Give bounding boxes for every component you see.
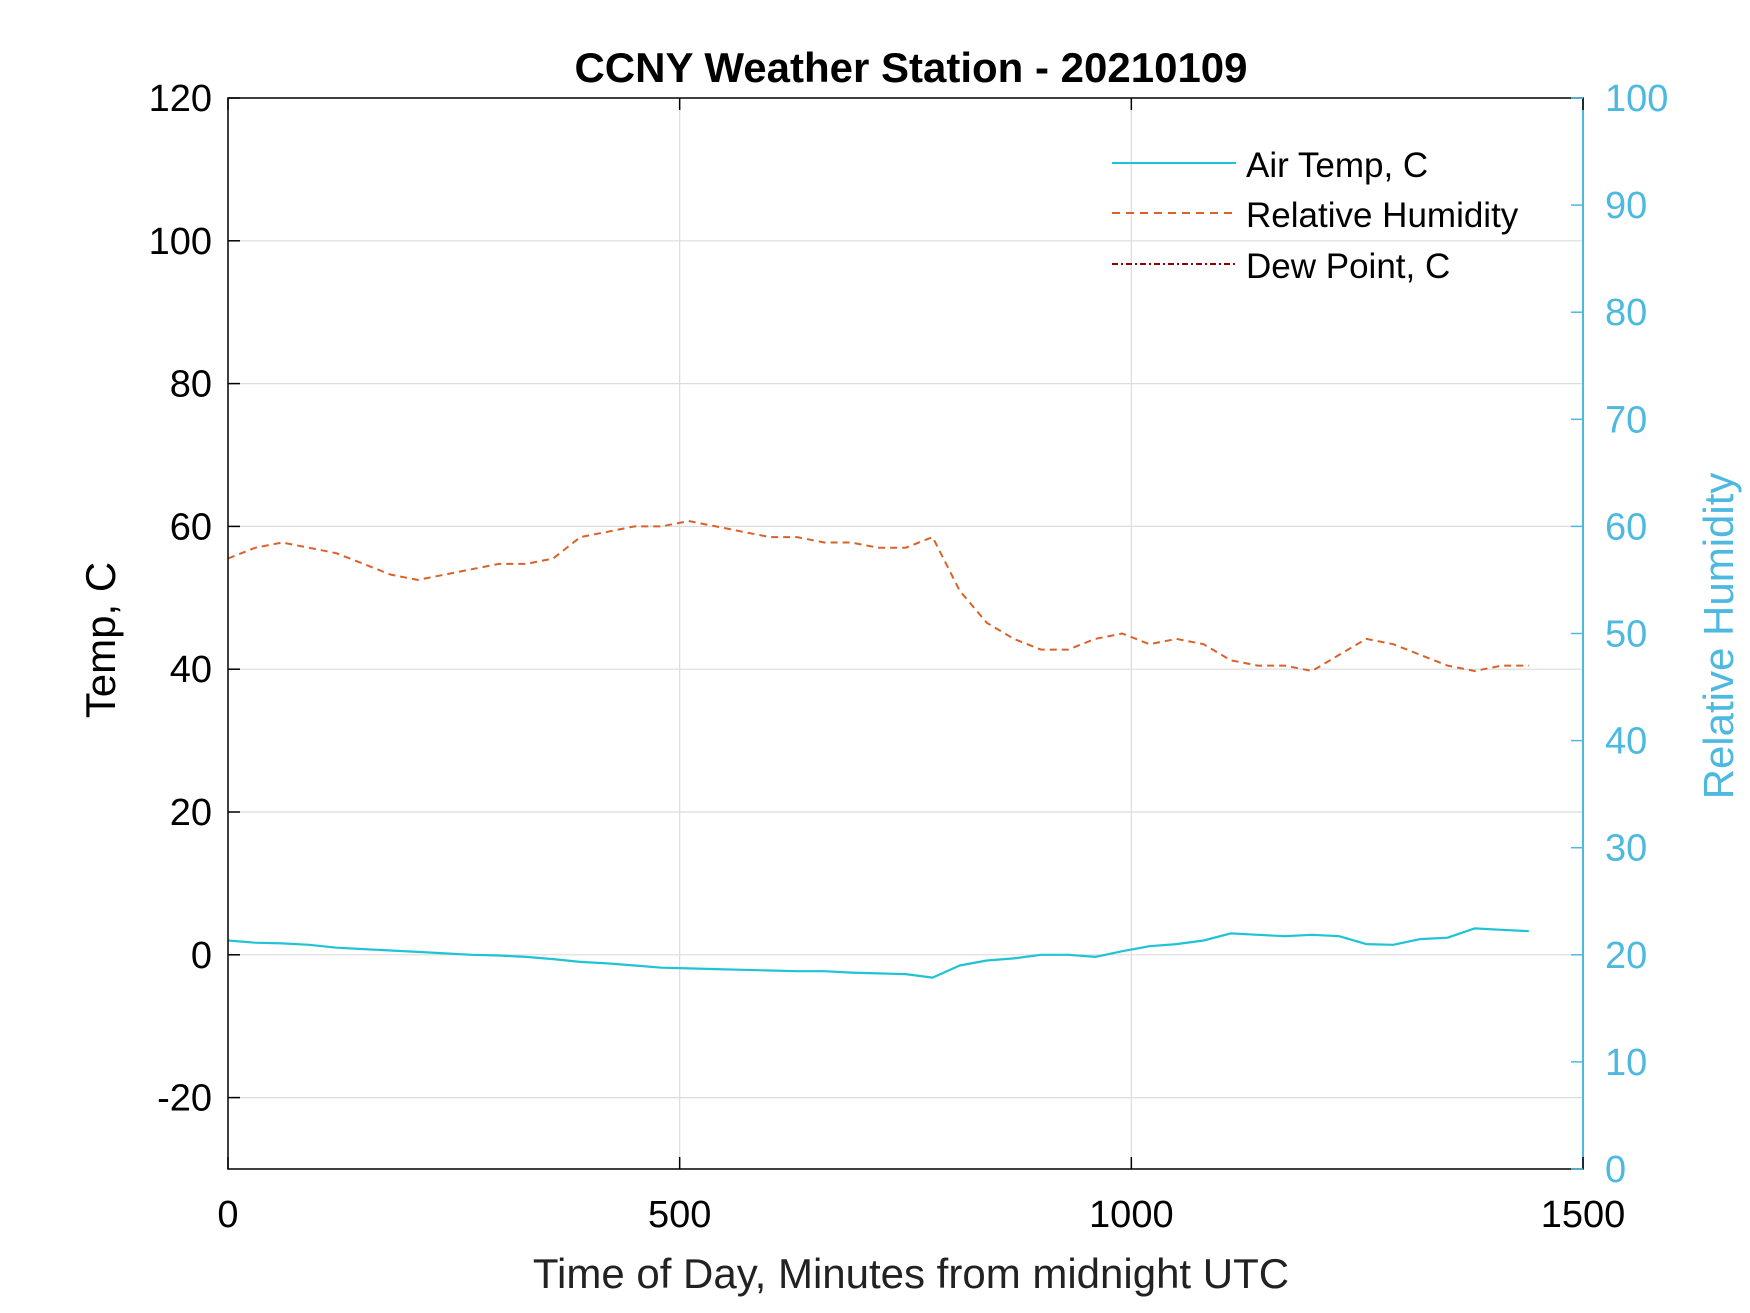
y-left-tick-label: -20: [157, 1078, 212, 1120]
series-line-relative-humidity: [227, 520, 1529, 672]
y-left-tick-label: 60: [170, 506, 212, 548]
chart-title: CCNY Weather Station - 20210109: [574, 44, 1247, 91]
y-right-tick-label: 90: [1605, 185, 1647, 227]
y-right-tick-label: 40: [1605, 721, 1647, 763]
plot-series: [227, 520, 1529, 979]
legend-label-relative-humidity: Relative Humidity: [1246, 196, 1519, 235]
y-left-tick-label: 20: [170, 792, 212, 834]
y-right-tick-label: 10: [1605, 1042, 1647, 1084]
y-left-tick-label: 120: [149, 78, 212, 120]
legend-label-air-temp: Air Temp, C: [1246, 146, 1428, 185]
y-axis-right-label: Relative Humidity: [1695, 473, 1742, 800]
y-axis-left-label: Temp, C: [77, 562, 124, 718]
y-left-tick-label: 100: [149, 221, 212, 263]
legend: Air Temp, C Relative Humidity Dew Point,…: [1112, 146, 1519, 286]
y-left-tick-label: 80: [170, 364, 212, 406]
axis-ticks: 0 500 1000 1500 -20 0 20 40 60 80 100 120 0 10 20 30 40 5…: [149, 78, 1669, 1236]
y-right-tick-label: 30: [1605, 828, 1647, 870]
y-left-tick-label: 0: [191, 935, 212, 977]
x-tick-label: 0: [217, 1194, 238, 1236]
legend-label-dew-point: Dew Point, C: [1246, 247, 1450, 286]
x-tick-label: 500: [648, 1194, 711, 1236]
y-right-tick-label: 0: [1605, 1149, 1626, 1191]
y-right-tick-label: 60: [1605, 506, 1647, 548]
x-axis-label: Time of Day, Minutes from midnight UTC: [533, 1250, 1289, 1297]
series-line-air-temp: [227, 927, 1529, 979]
y-left-tick-label: 40: [170, 649, 212, 691]
y-right-tick-label: 70: [1605, 399, 1647, 441]
x-tick-label: 1500: [1541, 1194, 1626, 1236]
y-right-tick-label: 50: [1605, 614, 1647, 656]
y-right-tick-label: 80: [1605, 292, 1647, 334]
y-right-tick-label: 20: [1605, 935, 1647, 977]
y-right-tick-label: 100: [1605, 78, 1668, 120]
x-tick-label: 1000: [1089, 1194, 1174, 1236]
